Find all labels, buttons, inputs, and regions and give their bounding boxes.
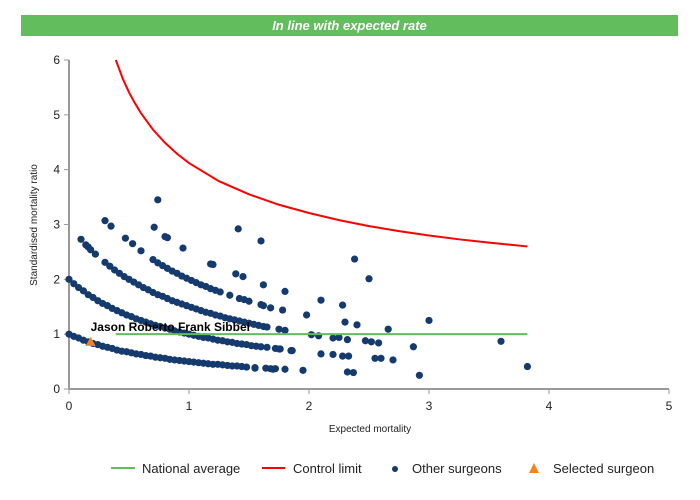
other-surgeon-point	[281, 365, 289, 373]
status-banner: In line with expected rate	[21, 15, 678, 36]
other-surgeon-point	[279, 306, 287, 314]
legend-national-average: National average	[142, 461, 240, 476]
other-surgeon-point	[101, 217, 109, 225]
legend-selected-surgeon-swatch	[529, 463, 539, 473]
other-surgeon-point	[425, 316, 433, 325]
x-tick-label: 5	[666, 399, 673, 413]
other-surgeon-point	[269, 365, 277, 373]
other-surgeon-point	[121, 234, 129, 242]
other-surgeon-point	[371, 354, 379, 362]
legend-control-limit: Control limit	[293, 461, 362, 476]
other-surgeon-point	[150, 223, 158, 231]
other-surgeon-point	[234, 225, 242, 233]
other-surgeon-point	[232, 270, 240, 278]
y-tick-label: 0	[53, 382, 60, 396]
legend: National average Control limit Other sur…	[111, 461, 654, 476]
x-tick-label: 0	[66, 399, 73, 413]
other-surgeon-point	[365, 275, 373, 283]
other-surgeon-point	[259, 281, 267, 289]
other-surgeon-point	[367, 338, 375, 346]
other-surgeon-point	[281, 326, 289, 334]
other-surgeon-point	[163, 234, 171, 242]
y-tick-label: 6	[53, 53, 60, 67]
other-surgeon-point	[243, 363, 251, 371]
other-surgeon-point	[317, 296, 325, 304]
other-surgeon-point	[257, 237, 265, 245]
other-surgeon-point	[523, 362, 532, 371]
other-surgeon-point	[341, 318, 349, 326]
other-surgeon-point	[351, 255, 359, 263]
y-tick-label: 5	[53, 108, 60, 122]
other-surgeon-point	[137, 247, 145, 255]
y-tick-label: 1	[53, 327, 60, 341]
other-surgeon-point	[87, 246, 95, 254]
other-surgeon-point	[349, 368, 357, 377]
other-surgeon-point	[106, 262, 114, 270]
y-tick-label: 2	[53, 272, 60, 286]
other-surgeon-point	[497, 337, 505, 345]
x-tick-label: 1	[186, 399, 193, 413]
other-surgeon-point	[77, 235, 85, 243]
other-surgeon-point	[384, 325, 392, 333]
other-surgeon-point	[267, 304, 275, 312]
selected-surgeon-label: Jason Roberto Frank Sibbel	[91, 320, 250, 334]
other-surgeon-point	[353, 321, 361, 329]
other-surgeon-point	[251, 364, 259, 372]
other-surgeon-point	[317, 350, 325, 358]
other-surgeon-point	[239, 272, 247, 281]
other-surgeon-point	[377, 354, 385, 362]
x-tick-label: 4	[546, 399, 553, 413]
other-surgeon-point	[343, 368, 351, 376]
other-surgeon-point	[409, 343, 417, 351]
other-surgeon-point	[65, 275, 73, 283]
other-surgeon-point	[79, 287, 87, 295]
other-surgeon-point	[339, 301, 347, 309]
other-surgeon-point	[275, 325, 283, 333]
other-surgeon-point	[343, 336, 351, 344]
legend-selected-surgeon: Selected surgeon	[553, 461, 654, 476]
other-surgeon-point	[91, 250, 99, 258]
legend-other-surgeons: Other surgeons	[412, 461, 502, 476]
y-tick-label: 4	[53, 163, 60, 177]
y-axis-title: Standardised mortality ratio	[29, 164, 40, 286]
x-axis-title: Expected mortality	[329, 424, 411, 435]
other-surgeon-point	[299, 366, 307, 374]
other-surgeon-point	[303, 311, 311, 319]
other-surgeon-point	[257, 343, 265, 351]
other-surgeon-point	[216, 288, 224, 296]
other-surgeon-point	[245, 297, 253, 305]
y-tick-label: 3	[53, 218, 60, 232]
other-surgeon-point	[129, 240, 137, 248]
other-surgeon-point	[107, 222, 115, 230]
other-surgeon-point	[259, 302, 267, 310]
x-tick-label: 2	[306, 399, 313, 413]
other-surgeon-point	[281, 287, 289, 295]
other-surgeon-point	[288, 347, 296, 355]
other-surgeon-point	[263, 323, 271, 331]
other-surgeon-point	[329, 334, 337, 342]
other-surgeon-point	[329, 350, 337, 359]
other-surgeon-point	[209, 260, 217, 269]
other-surgeon-point	[226, 291, 234, 299]
other-surgeon-point	[415, 371, 423, 379]
control-limit-line	[114, 59, 528, 248]
selected-surgeon-point	[85, 336, 96, 346]
other-surgeon-point	[345, 352, 353, 360]
other-surgeon-point	[70, 280, 78, 288]
other-surgeon-point	[389, 356, 397, 364]
x-tick-label: 3	[426, 399, 433, 413]
chart-marks	[65, 59, 532, 379]
other-surgeon-point	[361, 337, 369, 345]
other-surgeon-point	[375, 339, 383, 347]
other-surgeon-point	[335, 333, 343, 342]
other-surgeon-point	[263, 343, 271, 351]
other-surgeon-point	[276, 345, 284, 353]
other-surgeon-point	[179, 244, 187, 252]
legend-other-surgeons-swatch	[392, 466, 398, 472]
tick-labels: 0 1 2 3 4 5 6 0 1 2 3 4 5	[53, 53, 672, 413]
other-surgeon-point	[154, 196, 162, 204]
other-surgeon-point	[339, 352, 347, 360]
other-surgeon-point	[101, 258, 109, 266]
